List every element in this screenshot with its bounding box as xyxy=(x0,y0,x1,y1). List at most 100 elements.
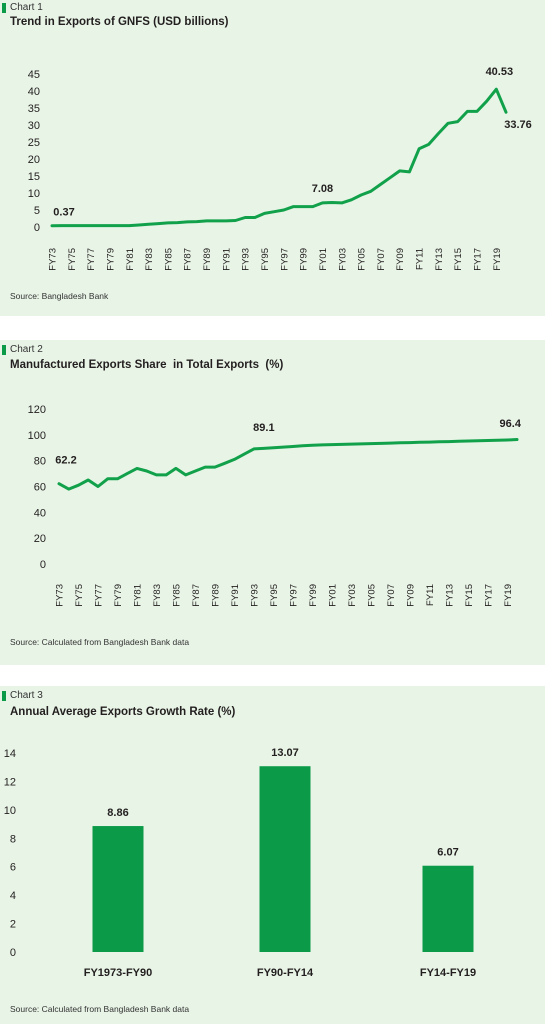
chart-1-y-tick-label: 25 xyxy=(28,137,40,149)
chart-2-data-point xyxy=(282,446,284,448)
chart-1-data-label: 40.53 xyxy=(486,66,514,78)
chart-2-x-tick-label: FY79 xyxy=(113,584,124,607)
chart-3-y-tick-label: 4 xyxy=(10,890,16,902)
chart-2-x-tick-label: FY91 xyxy=(230,584,241,607)
chart-1-y-tick-label: 40 xyxy=(28,86,40,98)
chart-1-x-tick-label: FY99 xyxy=(299,248,310,271)
chart-2-data-point xyxy=(379,442,382,445)
chart-1-x-tick-label: FY17 xyxy=(473,248,484,271)
chart-1-y-tick-label: 0 xyxy=(34,222,40,234)
chart-3-value-label: 8.86 xyxy=(107,807,128,819)
chart-2-source: Source: Calculated from Bangladesh Bank … xyxy=(10,637,190,647)
chart-1-x-tick-label: FY93 xyxy=(241,248,252,271)
chart-1-data-point xyxy=(466,110,469,113)
chart-1-x-tick-label: FY15 xyxy=(453,248,464,271)
chart-1-data-point xyxy=(485,100,488,102)
chart-1-data-point xyxy=(225,220,227,222)
chart-3-value-label: 6.07 xyxy=(437,847,458,859)
chart-1-data-point xyxy=(292,205,295,208)
chart-1-y-tick-label: 20 xyxy=(28,154,40,166)
chart-3-bar xyxy=(92,826,144,952)
chart-1-data-point xyxy=(157,222,160,225)
chart-1-y-tick-label: 15 xyxy=(28,171,40,183)
chart-1-data-point xyxy=(128,224,131,227)
chart-2-data-point xyxy=(194,470,197,472)
chart-3-plot: 0 2 4 6 8 10 12 14 8.86 FY1973-FY90 13.07 FY90-FY14… xyxy=(4,747,476,979)
chart-3-y-tick-label: 8 xyxy=(10,833,16,845)
chart-1-data-point xyxy=(196,220,198,223)
chart-2-x-tick-label: FY95 xyxy=(269,584,280,607)
chart-1-data-point xyxy=(205,220,208,222)
chart-2-data-point xyxy=(360,443,362,445)
chart-2-y-tick-label: 40 xyxy=(34,507,46,519)
chart-3-category-label: FY90-FY14 xyxy=(257,967,314,979)
chart-1-x-tick-label: FY91 xyxy=(221,248,232,271)
chart-1-data-point xyxy=(99,224,102,227)
chart-2-data-point xyxy=(516,438,518,441)
chart-1-x-tick-label: FY09 xyxy=(395,248,406,271)
chart-2-data-point xyxy=(292,445,294,448)
chart-1-x-tick-label: FY75 xyxy=(67,248,78,271)
chart-2-label: Chart 2 xyxy=(10,344,43,355)
chart-1-data-point xyxy=(263,212,266,215)
chart-2-x-tick-label: FY19 xyxy=(503,584,514,607)
chart-2-data-point xyxy=(496,439,499,442)
chart-2-data-point xyxy=(87,479,90,481)
chart-2-x-tick-label: FY81 xyxy=(132,584,143,607)
chart-2-data-point xyxy=(370,442,372,445)
chart-1-x-tick-label: FY83 xyxy=(144,248,155,271)
chart-2-x-tick-label: FY01 xyxy=(327,584,338,607)
chart-1-data-point xyxy=(456,120,459,123)
chart-2-y-tick-label: 100 xyxy=(28,430,46,442)
chart-1-data-point xyxy=(437,132,440,135)
chart-2-x-tick-label: FY03 xyxy=(347,584,358,607)
chart-1-data-point xyxy=(138,224,140,226)
chart-1-data-point xyxy=(476,110,478,113)
chart-2-data-point xyxy=(184,474,187,476)
chart-3-y-tick-label: 0 xyxy=(10,947,16,959)
chart-1-x-tick-label: FY81 xyxy=(125,248,136,271)
chart-1-x-tick-label: FY07 xyxy=(376,248,387,271)
chart-2-x-tick-label: FY09 xyxy=(405,584,416,607)
chart-1-data-point xyxy=(283,209,285,211)
chart-1-x-tick-label: FY19 xyxy=(492,248,503,271)
chart-3-y-tick-label: 2 xyxy=(10,919,16,931)
chart-1-data-point xyxy=(418,148,420,150)
chart-1-data-point xyxy=(321,202,324,204)
chart-1-x-tick-label: FY97 xyxy=(279,248,290,271)
chart-2-data-point xyxy=(175,467,177,470)
chart-2-y-tick-label: 80 xyxy=(34,456,46,468)
chart-2-data-point xyxy=(477,439,479,442)
chart-1-x-tick-label: FY79 xyxy=(105,248,116,271)
chart-2-x-tick-label: FY87 xyxy=(191,584,202,607)
chart-2-data-point xyxy=(58,482,60,485)
chart-1-data-point xyxy=(244,216,246,219)
chart-1-data-point xyxy=(109,224,111,227)
chart-1-data-point xyxy=(51,224,53,227)
chart-2-data-point xyxy=(77,484,80,487)
chart-2-data-point xyxy=(136,467,138,470)
chart-2-title: Manufactured Exports Share in Total Expo… xyxy=(10,359,284,371)
chart-1-x-tick-label: FY85 xyxy=(163,248,174,271)
chart-2-data-label: 96.4 xyxy=(500,418,522,430)
chart-2-data-point xyxy=(321,444,323,446)
chart-1-y-tick-label: 5 xyxy=(34,205,40,217)
chart-1-data-label: 33.76 xyxy=(504,119,532,131)
chart-2-data-point xyxy=(223,462,226,465)
chart-2-data-point xyxy=(409,441,411,444)
chart-1-data-point xyxy=(447,122,449,125)
chart-1-x-tick-label: FY13 xyxy=(434,248,445,271)
chart-1-data-point xyxy=(273,210,275,213)
chart-2-series-line xyxy=(57,438,519,491)
chart-3-category-label: FY14-FY19 xyxy=(420,967,476,979)
chart-1-data-label: 7.08 xyxy=(312,183,333,195)
chart-1-x-tick-label: FY77 xyxy=(86,248,97,271)
chart-1-y-tick-label: 45 xyxy=(28,69,40,81)
chart-2-x-tick-label: FY89 xyxy=(210,584,221,607)
chart-1-data-point xyxy=(176,221,179,224)
chart-1-data-point xyxy=(254,216,256,219)
chart-3-y-tick-label: 10 xyxy=(4,805,16,817)
chart-2-x-tick-label: FY99 xyxy=(308,584,319,607)
chart-1-data-point xyxy=(215,220,218,222)
chart-3-marker xyxy=(2,691,6,701)
